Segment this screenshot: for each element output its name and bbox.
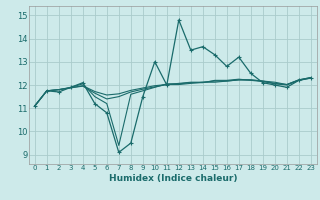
X-axis label: Humidex (Indice chaleur): Humidex (Indice chaleur): [108, 174, 237, 183]
